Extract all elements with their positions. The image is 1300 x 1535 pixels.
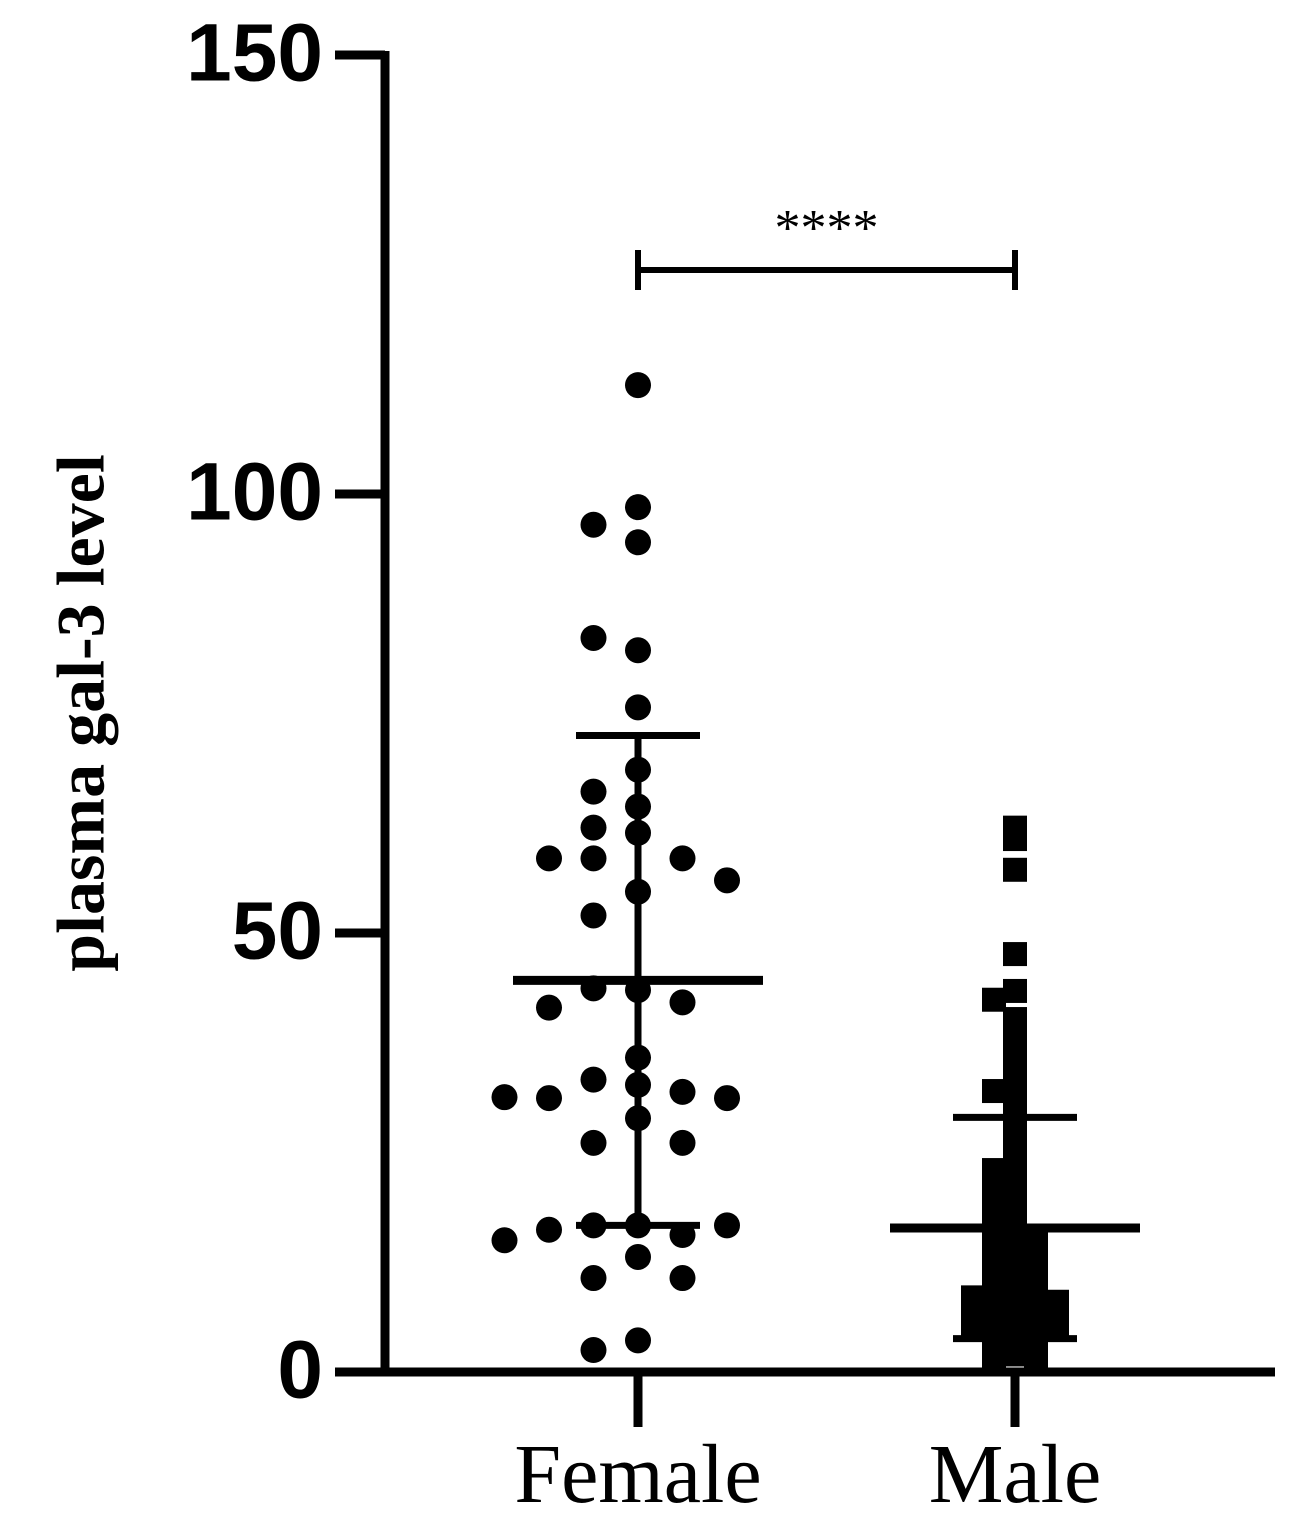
point <box>625 529 651 556</box>
point <box>669 989 696 1016</box>
point <box>580 511 607 538</box>
point <box>580 1066 607 1093</box>
point <box>625 1327 651 1354</box>
y-tick-label: 0 <box>277 1325 323 1416</box>
y-tick-label: 150 <box>186 8 323 99</box>
point <box>625 372 651 399</box>
point <box>625 1243 651 1270</box>
point <box>982 1351 1006 1376</box>
point <box>1003 827 1027 852</box>
point <box>580 845 607 872</box>
point <box>982 987 1006 1012</box>
point <box>491 1084 518 1111</box>
point <box>491 1227 518 1254</box>
point <box>625 694 651 721</box>
point <box>536 845 562 872</box>
y-axis-label: plasma gal-3 level <box>43 454 119 972</box>
point <box>1045 1311 1069 1336</box>
point <box>1003 978 1027 1003</box>
point <box>714 867 740 894</box>
point <box>714 1212 740 1239</box>
point <box>625 637 651 664</box>
point <box>580 1265 607 1292</box>
point <box>580 814 607 841</box>
point <box>625 494 651 521</box>
significance-label: **** <box>775 200 879 257</box>
point <box>580 624 607 651</box>
point <box>669 845 696 872</box>
point <box>714 1085 740 1112</box>
point <box>1003 857 1027 882</box>
point <box>536 1085 562 1112</box>
point <box>1003 1069 1027 1094</box>
point <box>1003 942 1027 967</box>
point <box>536 1216 562 1243</box>
point <box>536 994 562 1021</box>
x-tick-label: Female <box>514 1428 761 1521</box>
point <box>580 1129 607 1156</box>
point <box>580 902 607 929</box>
x-tick-label: Male <box>929 1428 1102 1521</box>
point <box>669 1129 696 1156</box>
point <box>580 778 607 805</box>
point <box>1024 1346 1048 1371</box>
point <box>669 1265 696 1292</box>
point <box>580 1337 607 1364</box>
y-tick-label: 100 <box>186 447 323 538</box>
point <box>669 1078 696 1105</box>
point <box>982 1079 1006 1104</box>
point <box>1003 1342 1027 1367</box>
y-tick-label: 50 <box>232 886 323 977</box>
